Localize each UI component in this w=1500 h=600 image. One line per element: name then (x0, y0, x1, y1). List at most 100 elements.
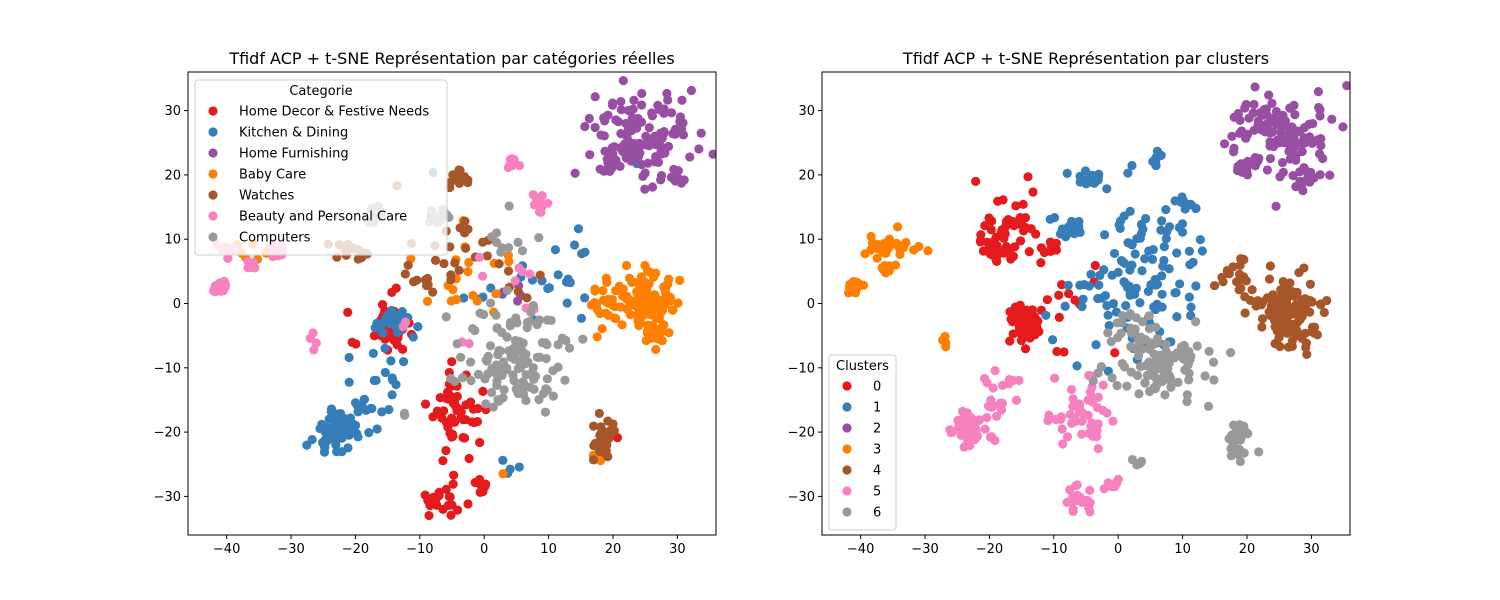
chart-title: Tfidf ACP + t-SNE Représentation par cat… (228, 49, 674, 68)
x-tick-label: −30 (277, 542, 304, 557)
data-point (1338, 122, 1348, 132)
data-point (464, 453, 474, 464)
data-point (320, 427, 330, 437)
data-point (1184, 246, 1195, 256)
y-tick-label: −20 (788, 426, 815, 441)
data-point (461, 243, 471, 253)
data-point (537, 191, 547, 201)
data-point (1305, 307, 1315, 317)
data-point (606, 425, 616, 435)
data-point (644, 267, 655, 277)
data-point (449, 417, 460, 427)
data-point (413, 322, 423, 332)
data-point (974, 415, 985, 425)
data-point (1250, 82, 1260, 92)
data-point (424, 510, 434, 521)
data-point (511, 313, 521, 323)
data-point (996, 405, 1007, 415)
data-point (1219, 139, 1230, 149)
data-point (1021, 223, 1031, 233)
data-point (344, 377, 354, 387)
data-point (1262, 293, 1272, 303)
data-point (1209, 375, 1219, 385)
data-point (1054, 312, 1064, 323)
data-point (1249, 125, 1259, 135)
data-point (573, 224, 584, 234)
data-point (553, 340, 563, 350)
data-point (1313, 87, 1324, 97)
legend-marker (208, 169, 218, 179)
x-tick-label: 10 (540, 542, 557, 557)
data-point (430, 255, 441, 266)
data-point (1234, 428, 1245, 439)
data-point (1262, 165, 1272, 175)
data-point (512, 296, 523, 306)
data-point (595, 164, 605, 174)
data-point (1124, 281, 1134, 291)
data-point (1229, 143, 1239, 153)
data-point (1134, 351, 1144, 361)
data-point (1075, 280, 1085, 290)
data-point (339, 413, 349, 423)
data-point (1156, 225, 1166, 235)
data-point (603, 298, 613, 308)
data-point (1107, 270, 1117, 280)
data-point (1015, 236, 1026, 246)
data-point (1017, 312, 1027, 322)
data-point (1164, 371, 1174, 381)
data-point (597, 324, 607, 334)
data-point (1265, 261, 1275, 271)
data-point (246, 260, 256, 271)
data-point (1072, 480, 1082, 490)
data-point (372, 424, 382, 434)
data-point (542, 385, 552, 395)
data-point (1136, 229, 1146, 239)
data-point (332, 446, 342, 457)
data-point (1041, 310, 1051, 320)
data-point (507, 154, 517, 164)
legend-marker (842, 465, 852, 475)
data-point (1275, 172, 1285, 182)
data-point (1312, 330, 1322, 340)
data-point (651, 344, 661, 355)
data-point (1123, 238, 1133, 248)
data-point (1209, 280, 1220, 291)
data-point (448, 170, 458, 180)
data-point (1048, 335, 1058, 345)
data-point (447, 429, 458, 439)
data-point (686, 85, 697, 96)
data-point (510, 276, 520, 286)
data-point (1036, 258, 1046, 268)
data-point (1304, 119, 1314, 129)
data-point (423, 495, 433, 505)
data-point (1284, 139, 1294, 149)
data-point (463, 267, 473, 277)
data-point (525, 269, 535, 279)
data-point (454, 177, 465, 187)
data-point (544, 283, 555, 293)
data-point (616, 105, 626, 115)
y-tick-label: 0 (807, 297, 815, 312)
data-point (629, 95, 639, 105)
legend-label: Home Decor & Festive Needs (239, 105, 429, 120)
data-point (640, 140, 650, 150)
data-point (1250, 161, 1260, 171)
data-point (584, 113, 594, 124)
data-point (511, 344, 521, 354)
data-point (473, 369, 483, 379)
data-point (1234, 285, 1244, 295)
data-point (521, 349, 531, 359)
data-point (1224, 434, 1234, 444)
data-point (443, 394, 453, 404)
data-point (645, 322, 655, 333)
data-point (1197, 246, 1207, 256)
data-point (1095, 270, 1105, 280)
data-point (1140, 254, 1150, 264)
data-point (387, 287, 397, 297)
data-point (455, 223, 465, 233)
data-point (498, 455, 508, 465)
data-point (599, 131, 609, 141)
data-point (1086, 269, 1096, 279)
data-point (1277, 115, 1287, 125)
data-point (873, 239, 883, 250)
